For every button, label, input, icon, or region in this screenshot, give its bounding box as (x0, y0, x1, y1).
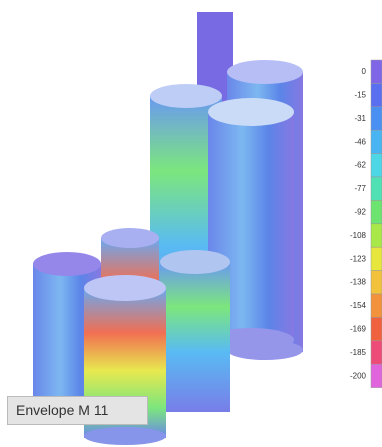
legend-swatch (371, 317, 382, 340)
legend-label: -154 (350, 301, 367, 310)
legend-label: -62 (354, 161, 366, 170)
cylinder-top (160, 250, 230, 274)
legend-label: -200 (350, 371, 367, 380)
cylinder-base (84, 427, 166, 445)
cylinder (160, 262, 230, 412)
cylinder-top (208, 98, 294, 126)
legend-swatch (371, 130, 382, 153)
legend-swatch (371, 60, 382, 83)
cylinder-top (101, 228, 159, 248)
legend-label: -92 (354, 208, 366, 217)
cylinder-top (150, 84, 222, 108)
legend-label: -108 (350, 231, 367, 240)
legend-swatch (371, 341, 382, 364)
legend-swatch (371, 364, 382, 387)
model (33, 12, 303, 445)
screen: {"legend": {"labels": ["0", "-15", "-31"… (0, 0, 382, 447)
legend-swatch (371, 154, 382, 177)
legend-swatch (371, 107, 382, 130)
viewport: 0 -15 -31 -46 -62 -77 -92 -108 -123 -138 -154 -169 -… (0, 0, 382, 447)
legend-label: -123 (350, 254, 367, 263)
cylinder-top (33, 252, 101, 276)
legend-swatch (371, 247, 382, 270)
legend-label: -169 (350, 325, 367, 334)
legend-label: -138 (350, 278, 367, 287)
color-legend: 0 -15 -31 -46 -62 -77 -92 -108 -123 -138 -154 -169 -… (350, 60, 382, 388)
legend-swatch (371, 83, 382, 106)
legend-swatch (371, 271, 382, 294)
legend-label: -31 (354, 114, 366, 123)
legend-label: 0 (362, 67, 367, 76)
legend-swatch (371, 177, 382, 200)
legend-swatch (371, 294, 382, 317)
cylinder-top (84, 275, 166, 301)
legend-label: -77 (354, 184, 366, 193)
legend-label: -185 (350, 348, 367, 357)
legend-label: -15 (354, 91, 366, 100)
legend-swatch (371, 224, 382, 247)
caption: Envelope M 11 (7, 396, 148, 425)
legend-label: -46 (354, 137, 366, 146)
legend-swatch (371, 200, 382, 223)
cylinder-top (227, 60, 303, 84)
